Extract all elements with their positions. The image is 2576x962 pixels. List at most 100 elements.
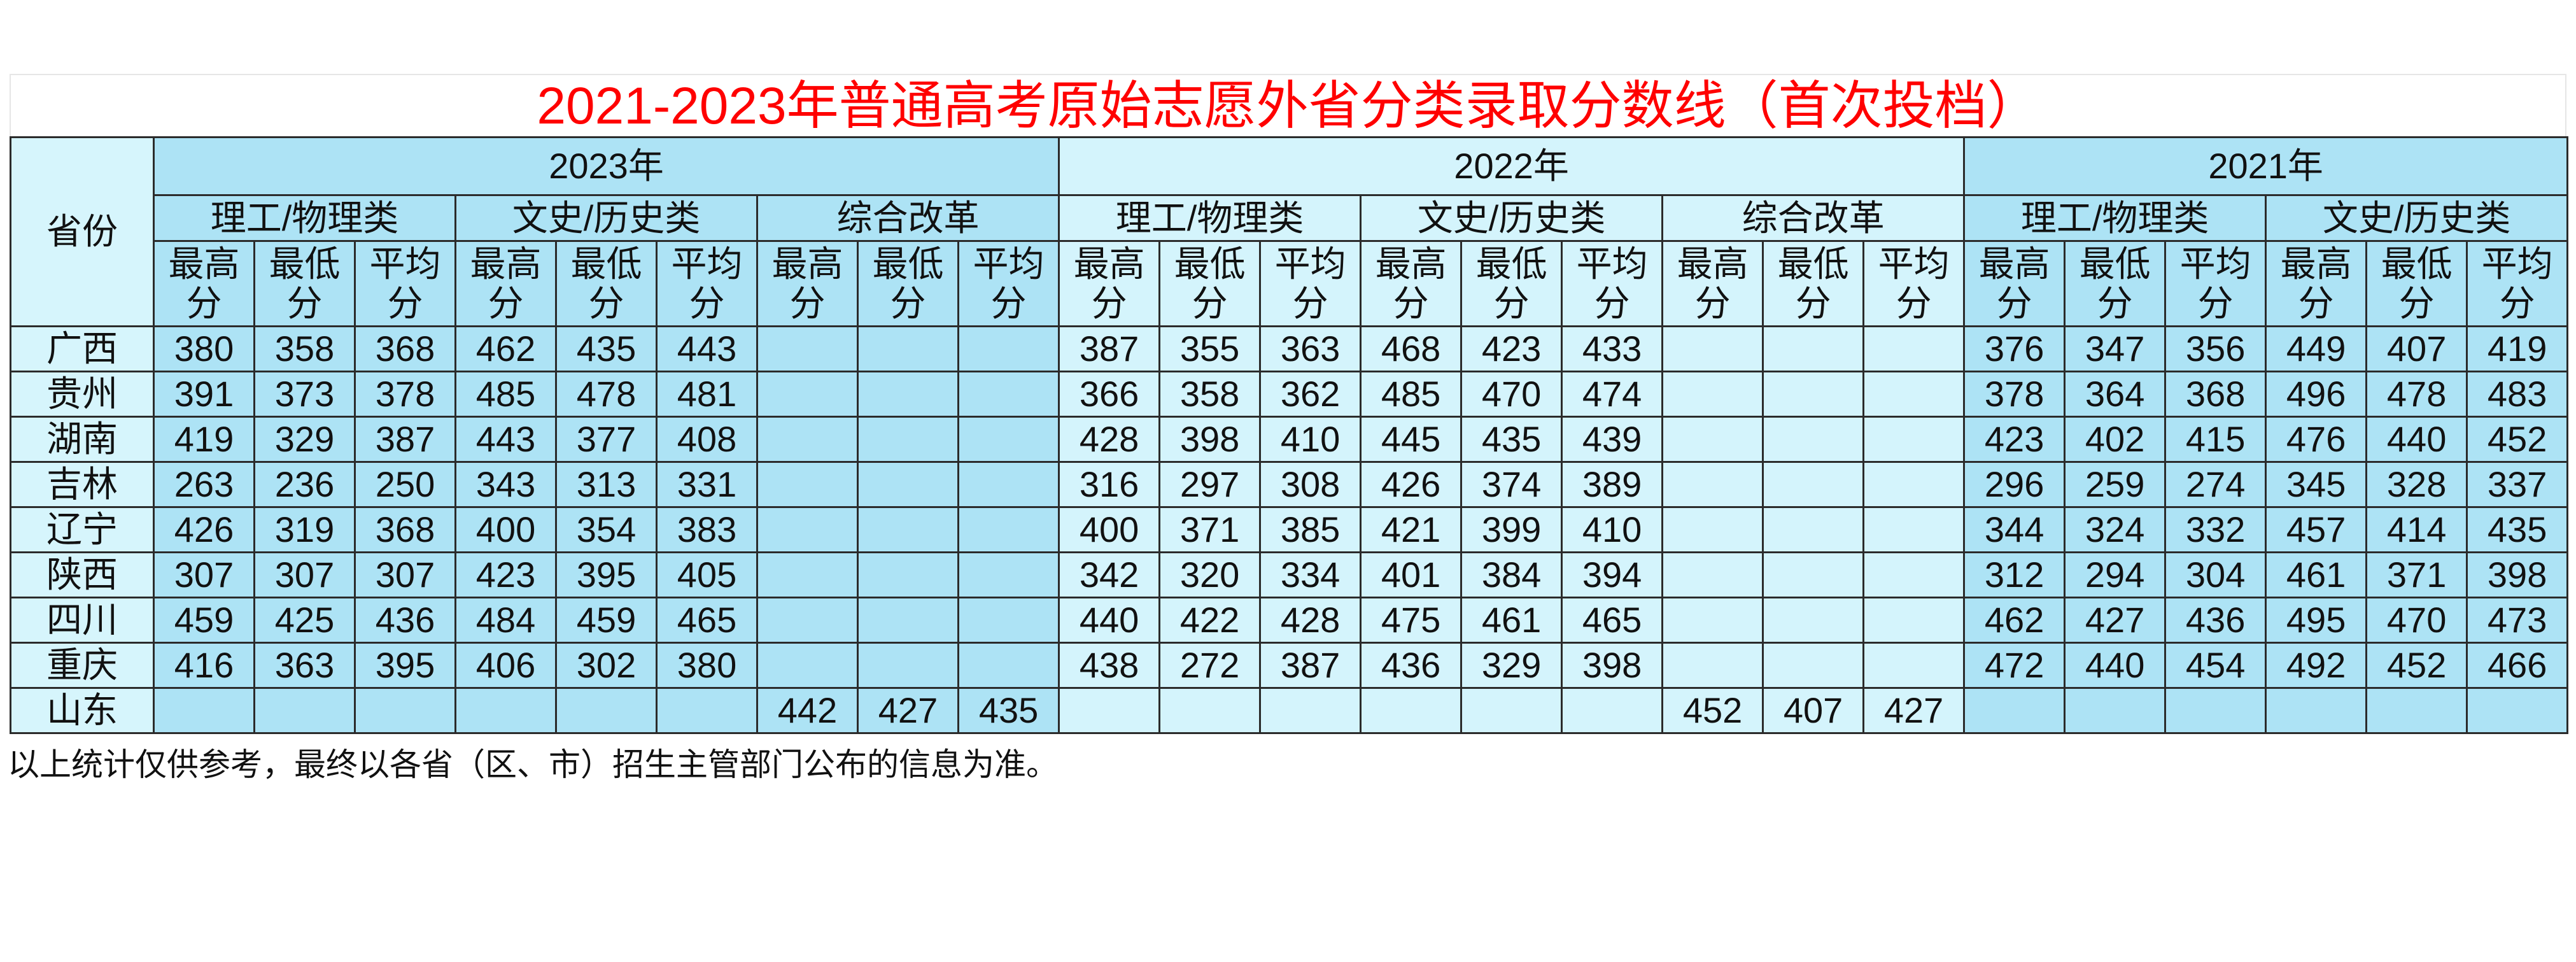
score-cell: 461	[1460, 597, 1563, 644]
score-cell	[1259, 687, 1362, 734]
score-cell: 345	[2265, 461, 2368, 508]
score-cell	[1862, 597, 1966, 644]
metric-header: 最低分	[1158, 240, 1262, 327]
score-cell	[354, 687, 456, 734]
score-cell: 475	[1360, 597, 1463, 644]
score-cell: 423	[1460, 325, 1563, 372]
score-cell: 343	[454, 461, 557, 508]
score-cell: 468	[1360, 325, 1463, 372]
score-cell: 425	[253, 597, 356, 644]
score-cell: 294	[2064, 551, 2167, 598]
score-cell: 452	[2365, 642, 2468, 689]
score-cell: 259	[2064, 461, 2167, 508]
score-cell	[1661, 506, 1764, 553]
score-cell: 236	[253, 461, 356, 508]
score-cell: 378	[354, 371, 456, 418]
score-cell: 347	[2064, 325, 2167, 372]
score-cell: 358	[253, 325, 356, 372]
score-cell: 384	[1460, 551, 1563, 598]
metric-header: 最低分	[555, 240, 658, 327]
score-cell: 329	[1460, 642, 1563, 689]
score-cell: 368	[354, 325, 456, 372]
score-cell	[1862, 325, 1966, 372]
score-cell: 296	[1963, 461, 2066, 508]
score-cell	[1561, 687, 1664, 734]
score-cell	[1762, 642, 1865, 689]
score-cell: 274	[2164, 461, 2267, 508]
score-cell	[1762, 551, 1865, 598]
score-cell: 387	[354, 416, 456, 463]
table-row: 湖南 419 329 387 443 377 408 428 398 410 445 435 439 42…	[10, 416, 2569, 463]
score-cell: 328	[2365, 461, 2468, 508]
score-cell: 398	[2466, 551, 2569, 598]
score-cell: 423	[1963, 416, 2066, 463]
score-cell: 465	[656, 597, 758, 644]
score-cell: 466	[2466, 642, 2569, 689]
score-cell: 385	[1259, 506, 1362, 553]
score-cell: 459	[153, 597, 255, 644]
score-cell	[454, 687, 557, 734]
score-cell: 354	[555, 506, 658, 553]
metric-header: 最低分	[2365, 240, 2468, 327]
score-cell	[957, 597, 1060, 644]
table-row: 四川 459 425 436 484 459 465 440 422 428 475 461 465 46…	[10, 597, 2569, 644]
score-cell: 485	[1360, 371, 1463, 418]
metric-header: 平均分	[656, 240, 758, 327]
score-cell	[857, 461, 959, 508]
score-cell: 400	[454, 506, 557, 553]
score-cell	[756, 325, 859, 372]
score-cell	[756, 597, 859, 644]
score-cell: 436	[354, 597, 456, 644]
score-cell: 387	[1259, 642, 1362, 689]
score-cell	[957, 371, 1060, 418]
footnote: 以上统计仅供参考，最终以各省（区、市）招生主管部门公布的信息为准。	[8, 746, 1058, 783]
score-cell	[857, 551, 959, 598]
table-row: 辽宁 426 319 368 400 354 383 400 371 385 421 399 410 34…	[10, 506, 2569, 553]
score-cell: 423	[454, 551, 557, 598]
score-cell: 465	[1561, 597, 1664, 644]
score-cell	[857, 416, 959, 463]
province-cell: 广西	[10, 325, 155, 372]
score-cell: 400	[1058, 506, 1161, 553]
score-cell	[957, 506, 1060, 553]
score-cell: 408	[656, 416, 758, 463]
score-cell: 435	[1460, 416, 1563, 463]
metric-header: 平均分	[1259, 240, 1362, 327]
metric-header: 最高分	[454, 240, 557, 327]
score-cell: 362	[1259, 371, 1362, 418]
score-cell: 443	[656, 325, 758, 372]
year-header: 2021年	[1963, 136, 2569, 196]
score-cell: 316	[1058, 461, 1161, 508]
score-cell	[2265, 687, 2368, 734]
province-header: 省份	[10, 136, 155, 327]
score-cell	[756, 506, 859, 553]
category-header: 文史/历史类	[2265, 194, 2569, 242]
province-cell: 重庆	[10, 642, 155, 689]
score-cell: 406	[454, 642, 557, 689]
score-cell	[1661, 325, 1764, 372]
score-cell	[1661, 551, 1764, 598]
province-cell: 湖南	[10, 416, 155, 463]
score-cell: 435	[957, 687, 1060, 734]
score-cell: 426	[153, 506, 255, 553]
score-cell: 433	[1561, 325, 1664, 372]
score-cell: 427	[2064, 597, 2167, 644]
score-cell: 474	[1561, 371, 1664, 418]
metric-header: 平均分	[354, 240, 456, 327]
score-cell	[756, 371, 859, 418]
score-cell	[2466, 687, 2569, 734]
score-cell: 377	[555, 416, 658, 463]
metric-header: 最低分	[1460, 240, 1563, 327]
score-cell: 307	[253, 551, 356, 598]
score-cell: 435	[2466, 506, 2569, 553]
metric-header: 平均分	[2164, 240, 2267, 327]
table-row: 山东 442 427 435 452 407 427	[10, 687, 2569, 734]
score-cell	[2064, 687, 2167, 734]
score-cell: 395	[354, 642, 456, 689]
metric-header: 平均分	[1561, 240, 1664, 327]
score-cell: 492	[2265, 642, 2368, 689]
score-cell: 324	[2064, 506, 2167, 553]
score-cell	[857, 642, 959, 689]
score-cell: 496	[2265, 371, 2368, 418]
score-cell: 395	[555, 551, 658, 598]
